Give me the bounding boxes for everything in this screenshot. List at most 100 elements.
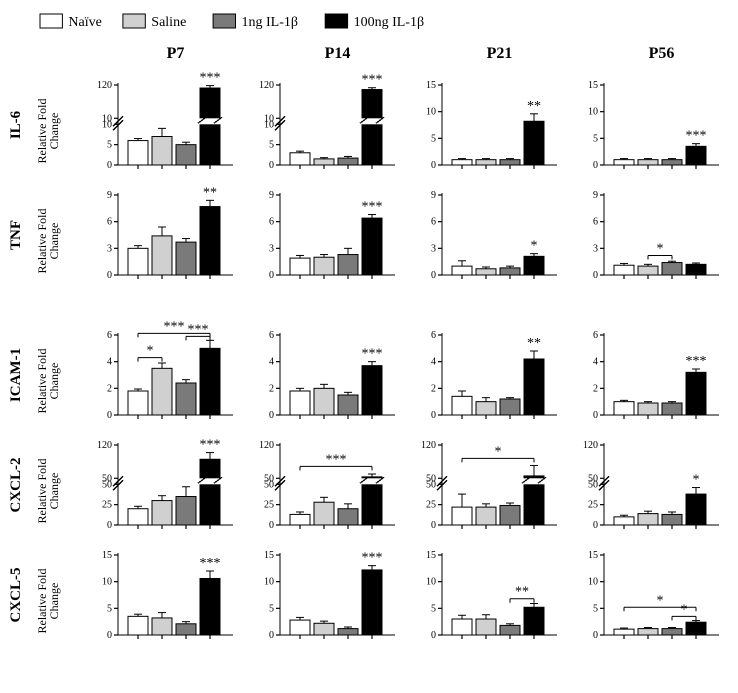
ytick-label: 5	[593, 133, 598, 144]
ytick-label: 120	[259, 440, 274, 451]
bar	[290, 514, 310, 525]
bar	[476, 402, 496, 415]
figure-root: NaïveSaline1ng IL-1β100ng IL-1βP7P14P21P…	[0, 0, 738, 693]
column-header: P21	[487, 45, 513, 62]
bar	[452, 507, 472, 525]
ytick-label: 10	[426, 577, 436, 588]
ytick-label: 6	[593, 330, 598, 341]
bar	[362, 570, 382, 635]
ytick-label: 120	[97, 80, 112, 91]
ytick-label: 0	[431, 630, 436, 641]
bar	[338, 509, 358, 525]
bar	[452, 396, 472, 415]
bar	[176, 242, 196, 275]
ytick-label: 15	[426, 80, 436, 91]
row-label: CXCL-5	[8, 568, 24, 623]
ytick-label: 10	[264, 113, 274, 124]
bar	[314, 159, 334, 165]
significance-bracket: **	[515, 585, 529, 600]
ytick-label: 25	[102, 500, 112, 511]
significance-star: ***	[200, 71, 221, 86]
column-header: P14	[325, 45, 351, 62]
ytick-label: 9	[107, 190, 112, 201]
bar	[128, 248, 148, 275]
ytick-label: 5	[431, 603, 436, 614]
bar	[152, 501, 172, 525]
bar	[524, 359, 544, 415]
ytick-label: 25	[426, 500, 436, 511]
bar	[338, 255, 358, 275]
significance-bracket: *	[147, 344, 154, 359]
ytick-label: 0	[593, 270, 598, 281]
row-label: ICAM-1	[8, 348, 24, 402]
ytick-label: 15	[264, 550, 274, 561]
significance-bracket: ***	[188, 322, 209, 337]
bar	[314, 502, 334, 525]
bar	[614, 517, 634, 525]
ytick-label: 10	[264, 577, 274, 588]
ytick-label: 25	[588, 500, 598, 511]
bar	[128, 616, 148, 635]
bar	[362, 366, 382, 415]
ytick-label: 0	[593, 160, 598, 171]
ytick-label: 6	[593, 217, 598, 228]
ytick-label: 0	[269, 270, 274, 281]
bar	[638, 403, 658, 415]
legend-label: 100ng IL-1β	[354, 15, 425, 30]
ytick-label: 0	[431, 160, 436, 171]
ytick-label: 10	[102, 577, 112, 588]
significance-star: ***	[200, 556, 221, 571]
significance-star: ***	[362, 551, 383, 566]
bar	[362, 124, 382, 165]
ytick-label: 3	[107, 243, 112, 254]
bar	[200, 88, 220, 118]
bar	[500, 160, 520, 165]
row-label: CXCL-2	[8, 458, 24, 513]
figure-svg: NaïveSaline1ng IL-1β100ng IL-1βP7P14P21P…	[0, 0, 738, 693]
bar	[200, 484, 220, 525]
bar	[452, 266, 472, 275]
significance-star: ***	[362, 73, 383, 88]
ytick-label: 0	[107, 410, 112, 421]
bar	[200, 348, 220, 415]
bar	[500, 268, 520, 275]
legend-label: Saline	[151, 15, 186, 30]
ytick-label: 10	[426, 107, 436, 118]
bar	[176, 624, 196, 635]
bar	[152, 618, 172, 635]
bar	[176, 145, 196, 165]
ytick-label: 0	[107, 160, 112, 171]
bar	[614, 160, 634, 165]
significance-bracket: *	[657, 241, 664, 256]
bar	[638, 629, 658, 635]
significance-star: **	[203, 185, 217, 200]
ytick-label: 0	[431, 520, 436, 531]
ytick-label: 120	[583, 440, 598, 451]
ytick-label: 3	[593, 243, 598, 254]
ytick-label: 2	[431, 383, 436, 394]
bar	[686, 146, 706, 165]
ytick-label: 0	[107, 630, 112, 641]
legend-label: 1ng IL-1β	[242, 15, 299, 30]
ytick-label: 5	[107, 140, 112, 151]
y-axis-label: Change	[47, 583, 61, 620]
bar	[476, 507, 496, 525]
ytick-label: 6	[269, 330, 274, 341]
bar	[152, 137, 172, 165]
ytick-label: 0	[269, 630, 274, 641]
ytick-label: 25	[264, 500, 274, 511]
column-header: P7	[167, 45, 185, 62]
bar	[524, 484, 544, 525]
ytick-label: 0	[431, 270, 436, 281]
bar	[524, 121, 544, 165]
legend-swatch	[123, 14, 145, 28]
bar	[500, 625, 520, 635]
bar	[524, 476, 544, 478]
bar	[128, 141, 148, 165]
ytick-label: 120	[259, 80, 274, 91]
bar	[500, 399, 520, 415]
ytick-label: 0	[107, 270, 112, 281]
ytick-label: 4	[593, 357, 598, 368]
y-axis-label: Change	[47, 223, 61, 260]
ytick-label: 0	[431, 410, 436, 421]
